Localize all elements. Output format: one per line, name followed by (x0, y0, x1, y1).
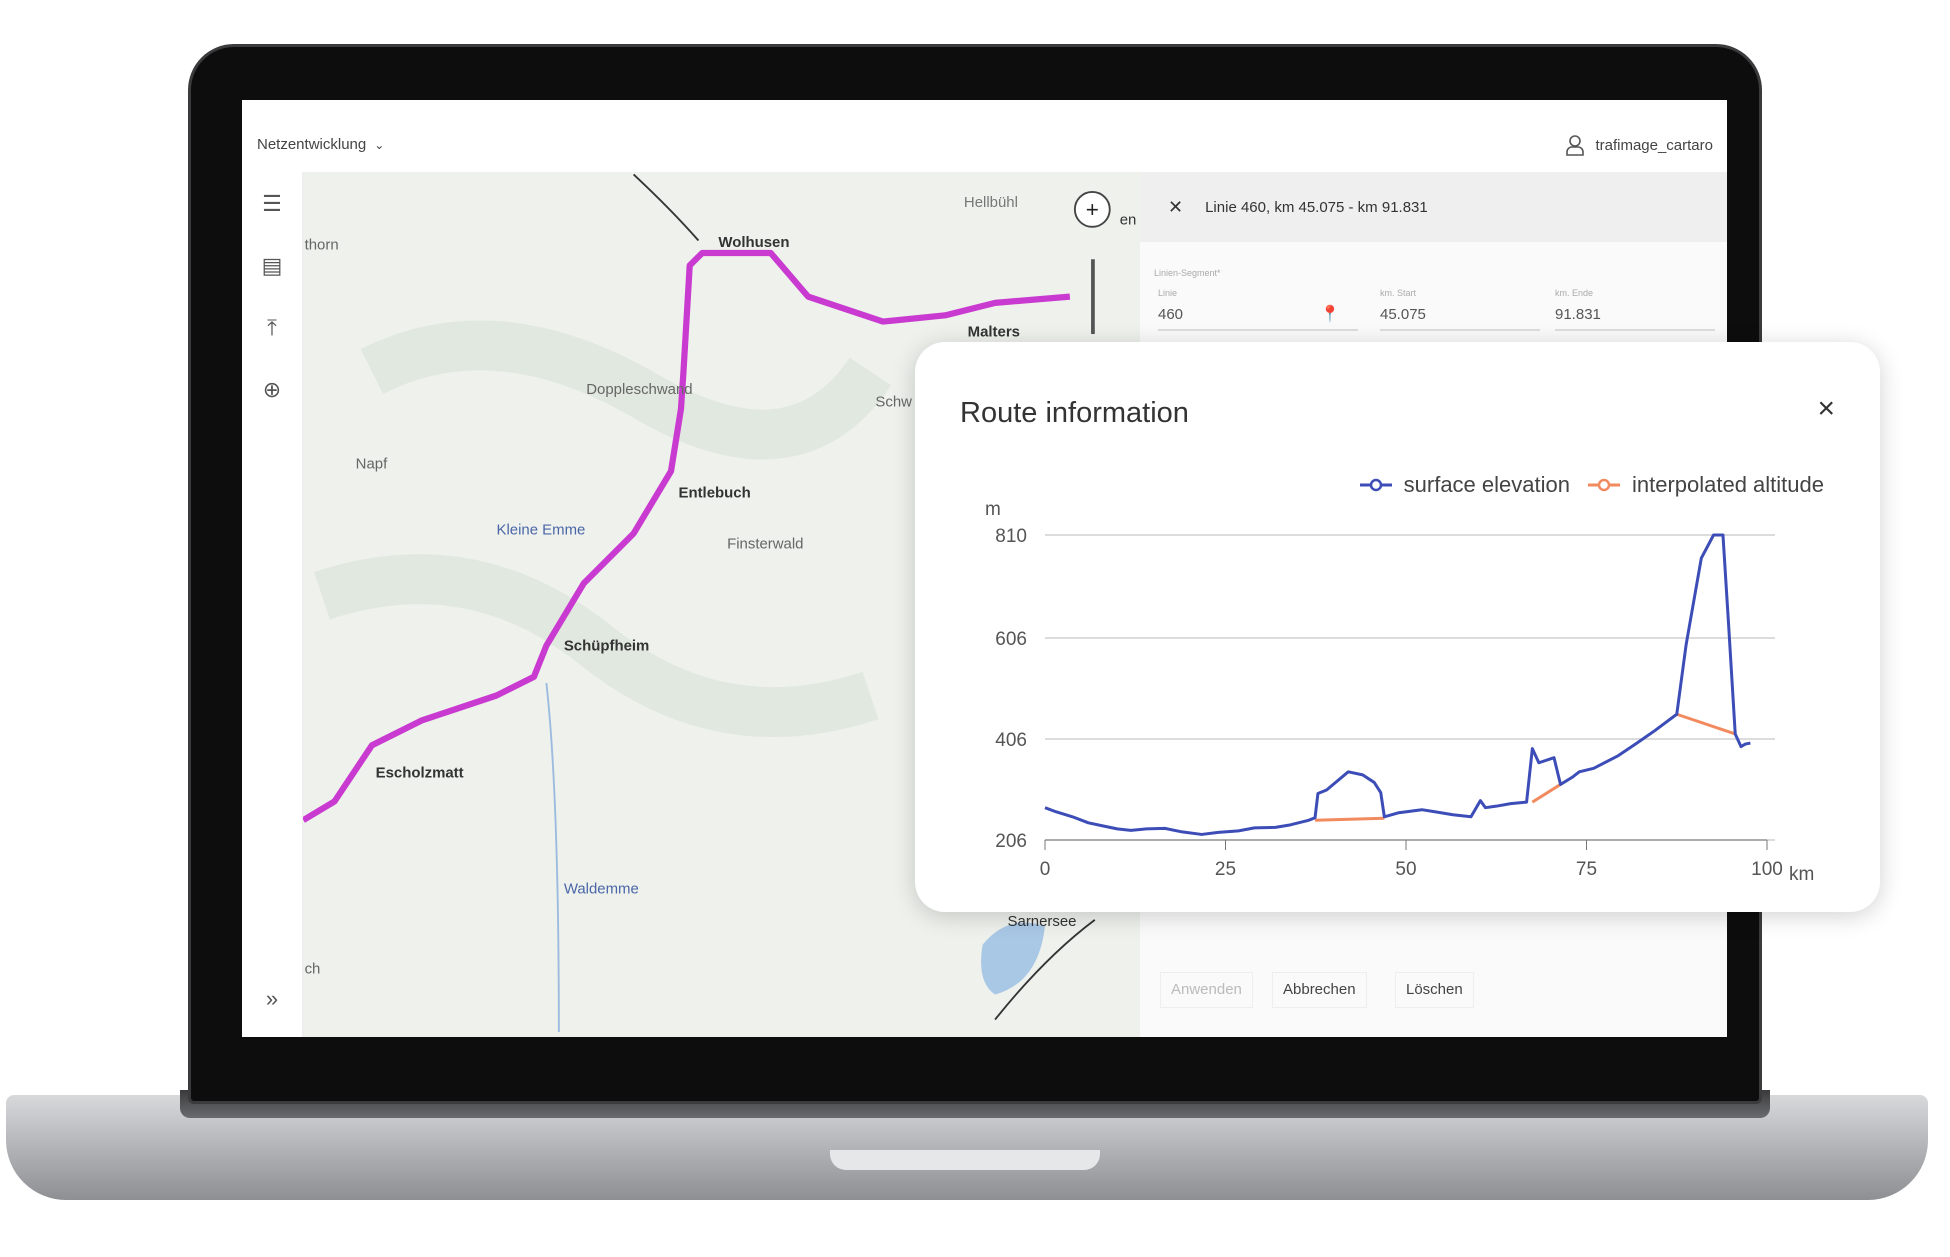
interpolated-altitude-segment (1531, 783, 1562, 804)
km-start-field[interactable]: 45.075 (1380, 306, 1540, 331)
cancel-button[interactable]: Abbrechen (1272, 972, 1367, 1008)
plus-icon: + (1086, 197, 1099, 222)
chevron-down-icon: ⌄ (374, 137, 385, 152)
interpolated-altitude-segment (1676, 712, 1736, 736)
legend-marker (1587, 478, 1620, 492)
map-label: Doppleschwand (586, 381, 692, 398)
x-tick-label: 75 (1576, 859, 1597, 880)
map-label: ch (305, 960, 321, 977)
delete-button[interactable]: Löschen (1395, 972, 1474, 1008)
left-toolbar: ☰ ▤ ⤒ ⊕ » (242, 172, 303, 1037)
route-line (301, 249, 1071, 823)
project-label: Netzentwicklung (257, 136, 367, 153)
map-label: Kleine Emme (497, 522, 586, 539)
map-label: Hellbühl (964, 194, 1018, 211)
map-label: Escholzmatt (376, 765, 464, 782)
location-pin-icon[interactable]: 📍 (1320, 306, 1340, 323)
elevation-chart: 206 406 606 810 0 25 50 75 100 km m (985, 499, 1814, 885)
legend-surface-elevation[interactable]: surface elevation (1359, 472, 1570, 498)
panel-header: ✕ Linie 460, km 45.075 - km 91.831 (1140, 172, 1727, 242)
close-icon[interactable]: ✕ (1168, 196, 1184, 217)
map-label: Schw (875, 393, 912, 410)
y-axis-label: m (985, 499, 1001, 520)
x-tick-label: 100 (1751, 859, 1783, 880)
panel-title: Linie 460, km 45.075 - km 91.831 (1205, 198, 1428, 216)
x-axis-label: km (1789, 864, 1814, 885)
field-label: km. Ende (1555, 288, 1594, 298)
list-icon[interactable]: ▤ (261, 253, 283, 278)
y-tick-label: 206 (995, 831, 1027, 852)
interpolated-altitude-segment (1314, 816, 1385, 822)
map-label: Finsterwald (727, 535, 803, 552)
line-field[interactable]: 460 (1158, 306, 1358, 331)
map-label: Waldemme (564, 881, 639, 898)
map-label: Schüpfheim (564, 638, 649, 655)
section-label: Linien-Segment* (1154, 268, 1221, 278)
y-tick-label: 810 (995, 526, 1027, 547)
user-name: trafimage_cartaro (1595, 136, 1713, 154)
map-label: en (1120, 211, 1137, 228)
legend-marker (1359, 478, 1392, 492)
upload-icon[interactable]: ⤒ (267, 315, 277, 340)
close-button[interactable]: × (1817, 392, 1835, 425)
field-label: Linie (1158, 288, 1178, 298)
expand-icon[interactable]: » (265, 986, 279, 1011)
dialog-title: Route information (960, 397, 1189, 429)
field-label: km. Start (1380, 288, 1417, 298)
top-bar: Netzentwicklung ⌄ trafimage_cartaro (242, 100, 1727, 172)
map-label: Wolhusen (718, 234, 789, 251)
filter-icon[interactable]: ☰ (262, 191, 282, 216)
x-tick-label: 0 (1040, 859, 1051, 880)
y-tick-label: 406 (995, 730, 1027, 751)
map-label: Napf (356, 456, 388, 473)
route-information-dialog: Route information × surface elevation in… (915, 342, 1880, 912)
legend-label: surface elevation (1403, 472, 1570, 497)
add-circle-icon[interactable]: ⊕ (262, 377, 282, 402)
map-label: thorn (305, 236, 339, 253)
river (545, 682, 560, 1033)
lake (981, 922, 1045, 995)
user-icon (1566, 135, 1585, 156)
apply-button[interactable]: Anwenden (1160, 972, 1253, 1008)
map-view[interactable]: Wolhusen Malters Hellbühl Doppleschwand … (301, 172, 1140, 1037)
km-end-field[interactable]: 91.831 (1555, 306, 1715, 331)
map-label: Sarnersee (1008, 913, 1077, 930)
legend-label: interpolated altitude (1631, 472, 1824, 497)
x-tick-label: 25 (1215, 859, 1236, 880)
user-menu[interactable]: trafimage_cartaro (1565, 134, 1713, 156)
surface-elevation-line (1044, 533, 1751, 836)
map-label: Malters (968, 324, 1020, 341)
project-dropdown[interactable]: Netzentwicklung ⌄ (257, 136, 384, 153)
map-label: Entlebuch (678, 484, 750, 501)
laptop-notch (830, 1150, 1100, 1170)
y-tick-label: 606 (995, 629, 1027, 650)
x-tick-label: 50 (1395, 859, 1416, 880)
legend-interpolated-altitude[interactable]: interpolated altitude (1587, 472, 1824, 498)
zoom-in-button[interactable] (1073, 191, 1111, 228)
zoom-slider[interactable] (1091, 259, 1095, 335)
chart-legend: surface elevation interpolated altitude (1359, 472, 1824, 498)
